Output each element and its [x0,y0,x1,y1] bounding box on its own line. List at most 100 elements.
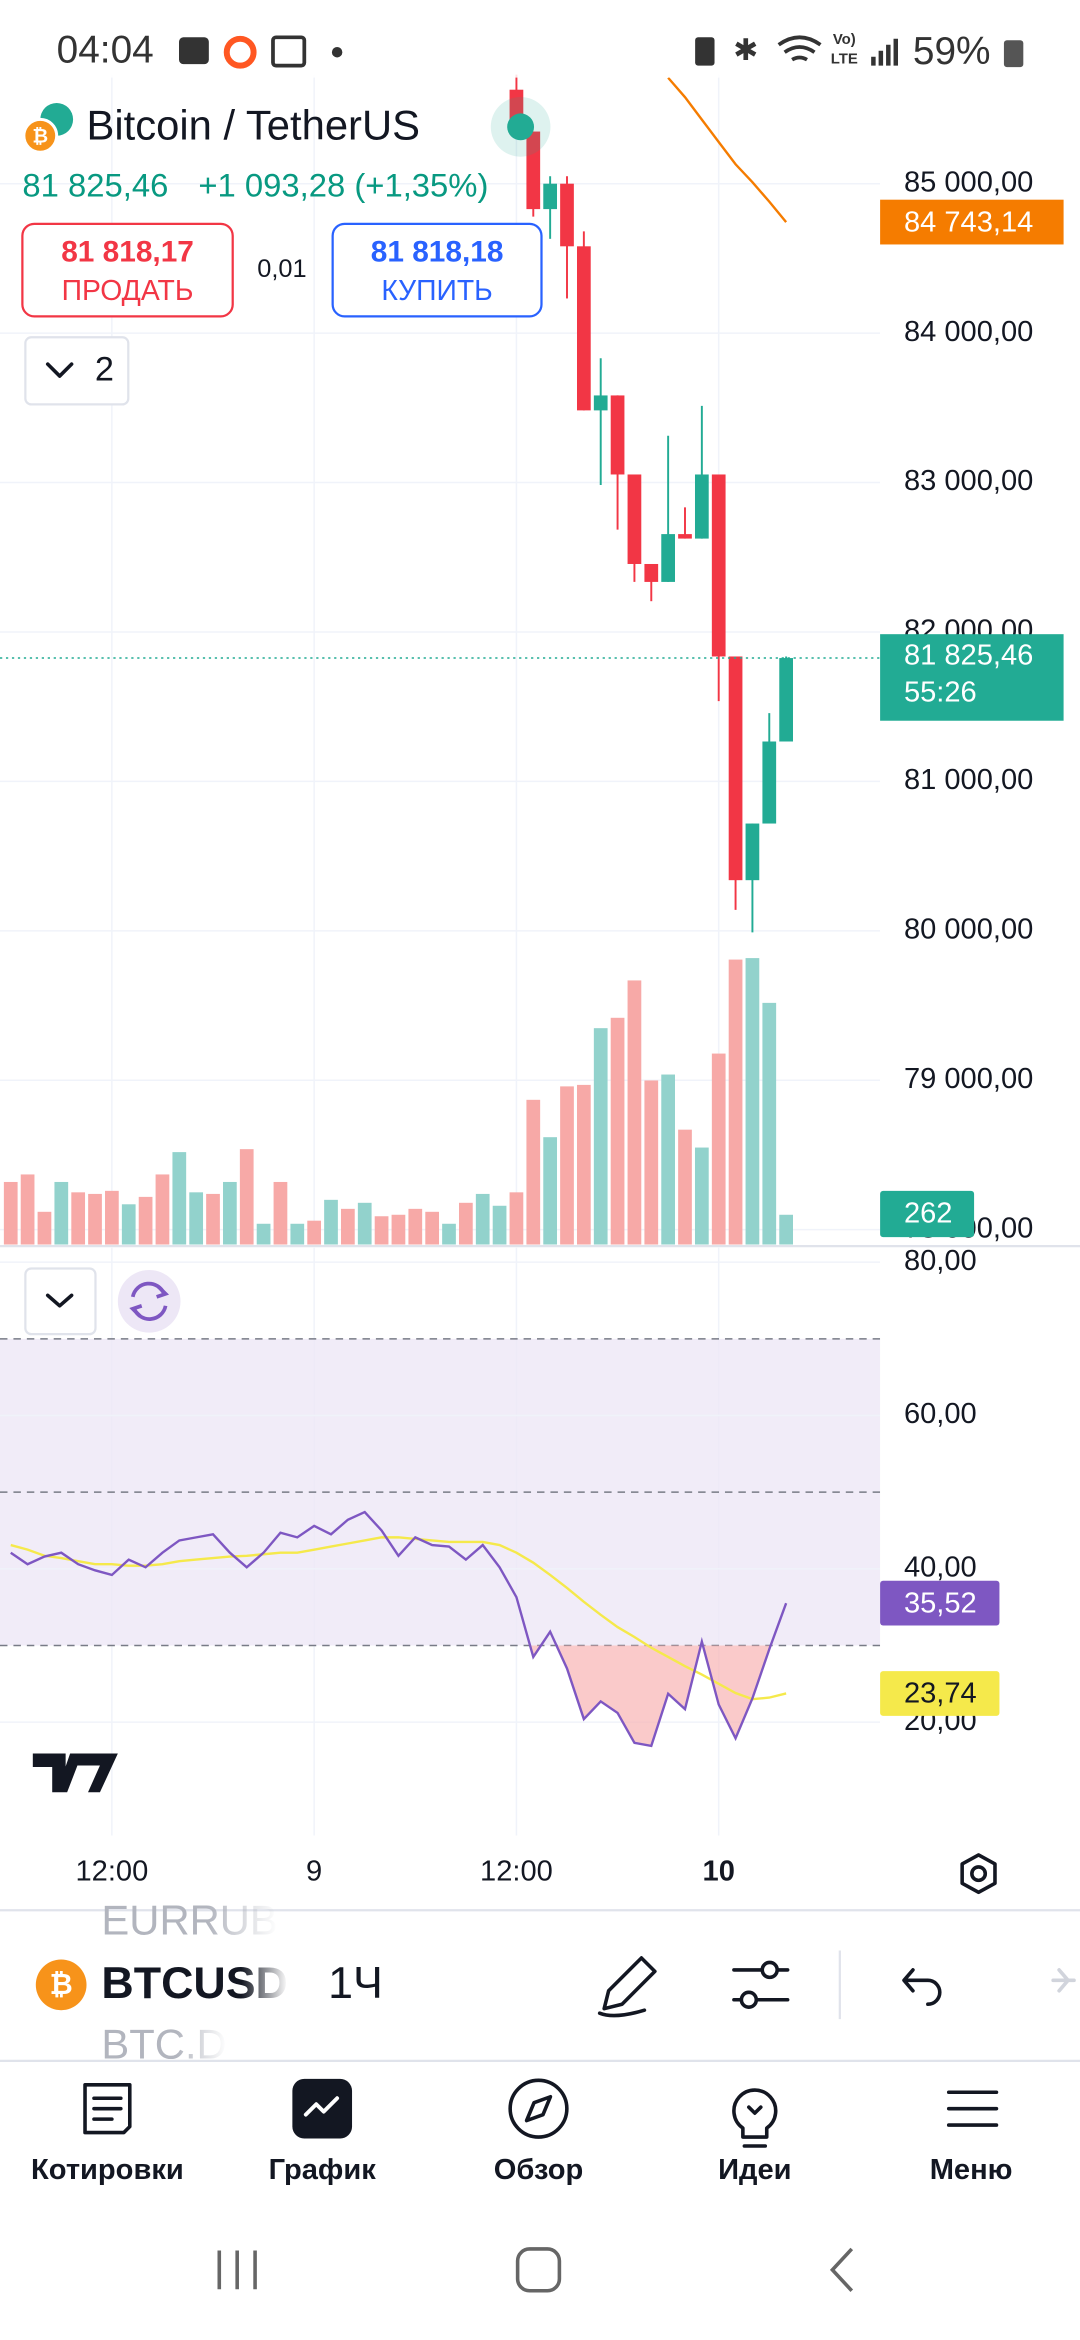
symbol-name[interactable]: Bitcoin / TetherUS [87,101,420,148]
rsi-collapse-button[interactable] [24,1267,97,1336]
volte: Vo) [833,31,856,48]
bitcoin-glyph: ₿ [32,125,48,147]
nav-label[interactable]: Идеи [718,2154,791,2186]
symbol-current[interactable]: BTCUSD [101,1958,287,2008]
indicators-toggle[interactable]: 2 [24,336,130,406]
ideas-icon[interactable] [732,2088,778,2148]
candle-body [694,474,709,539]
status-time: 04:04 [57,28,154,71]
volume-bar [694,1147,709,1245]
volume-bar [475,1193,490,1245]
indicators-toggle-bg[interactable] [24,336,130,406]
candle-body [678,534,692,539]
wifi-icon [777,35,822,62]
volume-bar [374,1216,389,1245]
status-bar: 04:04 ✱ Vo) LTE 59% [0,0,1080,78]
quotes-icon[interactable] [83,2083,132,2135]
buy-button-bg[interactable] [331,222,543,318]
nav-label[interactable]: График [269,2154,377,2186]
volume-bar [172,1152,187,1245]
bottom-toolbar: EURRUB ₿ BTCUSD BTC.D 1Ч [0,1897,1080,2068]
last-price: 81 825,46 [22,167,168,204]
battery-level: 59% [913,30,991,73]
y-tick-label: 80 000,00 [904,914,1033,946]
price-change: +1 093,28 (+1,35%) [198,167,488,204]
candle-body [661,534,675,582]
sell-button[interactable]: 81 818,17 ПРОДАТЬ [21,222,234,318]
volume-bar [71,1192,86,1245]
volume-bar [189,1192,204,1245]
symbol-next[interactable]: BTC.D [101,2021,226,2068]
volume-bar [138,1196,153,1245]
volume-bar [223,1181,237,1245]
lte: LTE [831,51,858,68]
bottom-nav: Котировки График Обзор Идеи Меню [31,2078,1013,2186]
indicators-count[interactable]: 2 [95,351,114,389]
redo-icon[interactable] [1051,1968,1076,1993]
nav-label[interactable]: Меню [930,2154,1013,2186]
chevron-icon [45,362,74,378]
volume-bar [290,1223,305,1245]
candle-body [593,395,608,411]
battery-icon [1003,40,1024,68]
y-tick-label: 80,00 [904,1245,977,1277]
interval[interactable]: 1Ч [328,1958,383,2008]
y-tick-label: 40,00 [904,1551,977,1583]
signal-icon [871,38,899,66]
settings-icon[interactable] [960,1853,997,1895]
volume-bar [425,1211,440,1245]
settings-icon-center [970,1865,988,1883]
y-tick-label: 81 000,00 [904,764,1033,796]
recent-apps-button[interactable] [217,2250,257,2290]
candle-body [711,474,726,657]
y-tick-label: 85 000,00 [904,166,1033,198]
drawing-tool-icon[interactable] [597,1956,657,2018]
symbol-header: ₿ Bitcoin / TetherUS 81 825,46 +1 093,28… [21,97,551,406]
undo-icon[interactable] [902,1968,942,2007]
sell-label[interactable]: ПРОДАТЬ [62,275,194,307]
symbol-logo [35,1959,87,2011]
rsi-line [10,1510,788,1748]
volume-bar [3,1181,18,1245]
candle-body [644,563,659,582]
volume-bar [256,1223,271,1245]
volume-bar [728,959,743,1245]
nav-label[interactable]: Обзор [494,2154,583,2186]
back-button[interactable] [829,2247,854,2292]
symbol-logo-glyph: ₿ [50,1969,73,2001]
slider-knob [760,1960,779,1980]
volume-bar [593,1028,608,1245]
volume-bar [155,1174,170,1245]
app-icon [223,35,257,69]
sell-button-bg[interactable] [21,222,234,318]
gallery-icon [179,37,209,65]
volume-label: 262 [904,1197,953,1229]
explore-icon[interactable] [508,2078,569,2139]
candle-body [610,395,625,475]
reload-button[interactable] [117,1269,181,1333]
menu-icon[interactable] [946,2090,999,2127]
calendar-icon [271,35,307,68]
volume-bar [408,1208,423,1245]
spread: 0,01 [257,255,306,283]
dot-icon [331,47,343,58]
volume-bar [442,1223,456,1245]
candle-body [745,823,760,881]
volume-bar [20,1174,35,1245]
reload-arrows [129,1285,170,1318]
volume-bar [627,980,642,1245]
buy-price[interactable]: 81 818,18 [371,236,504,269]
sell-price[interactable]: 81 818,17 [61,236,194,269]
nav-label[interactable]: Котировки [31,2154,184,2186]
home-button[interactable] [515,2247,562,2293]
buy-button[interactable]: 81 818,18 КУПИТЬ [331,222,543,318]
compass-needle [524,2094,553,2123]
ma-label: 84 743,14 [904,206,1033,238]
buy-label[interactable]: КУПИТЬ [381,275,492,307]
rsi-pane [0,1247,881,1836]
volume-bar [509,1192,524,1245]
symbol-prev[interactable]: EURRUB [101,1897,277,1944]
